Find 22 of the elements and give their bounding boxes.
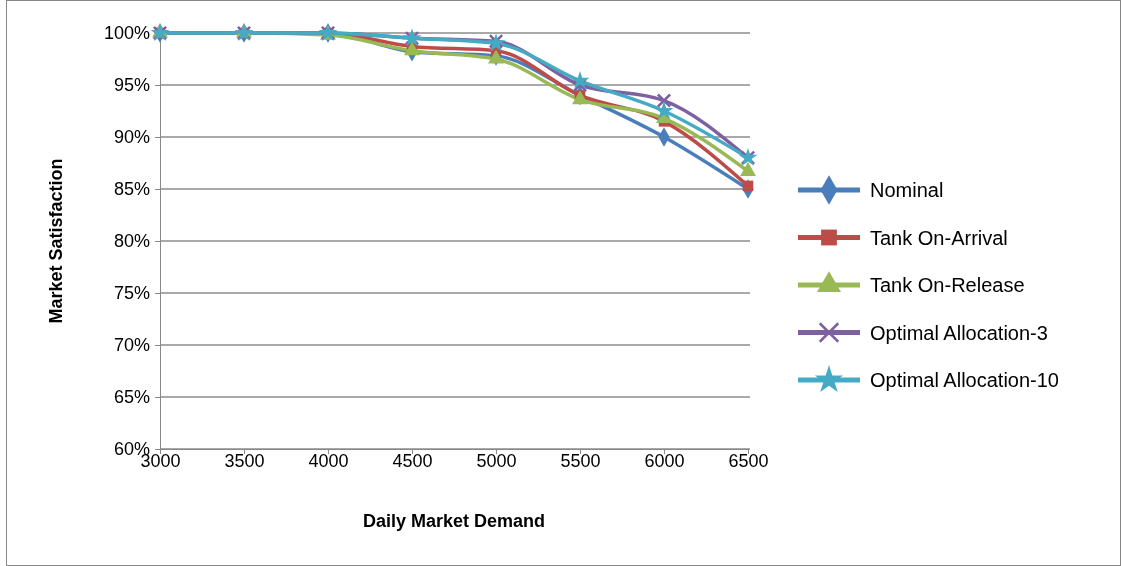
y-axis-title: Market Satisfaction <box>46 158 66 324</box>
y-tick-label: 85% <box>113 179 150 200</box>
legend-label: Tank On-Arrival <box>870 226 1008 249</box>
legend-label: Optimal Allocation-3 <box>870 321 1048 344</box>
y-tick-label: 65% <box>113 387 150 408</box>
x-tick-label: 4000 <box>308 451 349 471</box>
x-tick-label: 6500 <box>728 451 769 471</box>
x-tick-label: 4500 <box>392 451 433 471</box>
x-tick-label: 5000 <box>476 451 517 471</box>
x-tick-label: 3500 <box>224 451 265 471</box>
legend-label: Optimal Allocation-10 <box>870 369 1059 391</box>
y-tick-label: 100% <box>103 23 150 44</box>
x-axis-title: Daily Market Demand <box>362 511 546 531</box>
y-tick-label: 70% <box>113 335 150 356</box>
legend-label: Tank On-Release <box>870 274 1025 296</box>
y-tick-label: 75% <box>113 283 150 304</box>
x-tick-label: 6000 <box>644 451 685 471</box>
y-tick-label: 80% <box>113 231 150 252</box>
x-tick-label: 5500 <box>560 451 601 471</box>
y-tick-label: 90% <box>113 127 150 148</box>
y-tick-label: 95% <box>113 75 150 96</box>
legend-label: Nominal <box>870 179 944 201</box>
